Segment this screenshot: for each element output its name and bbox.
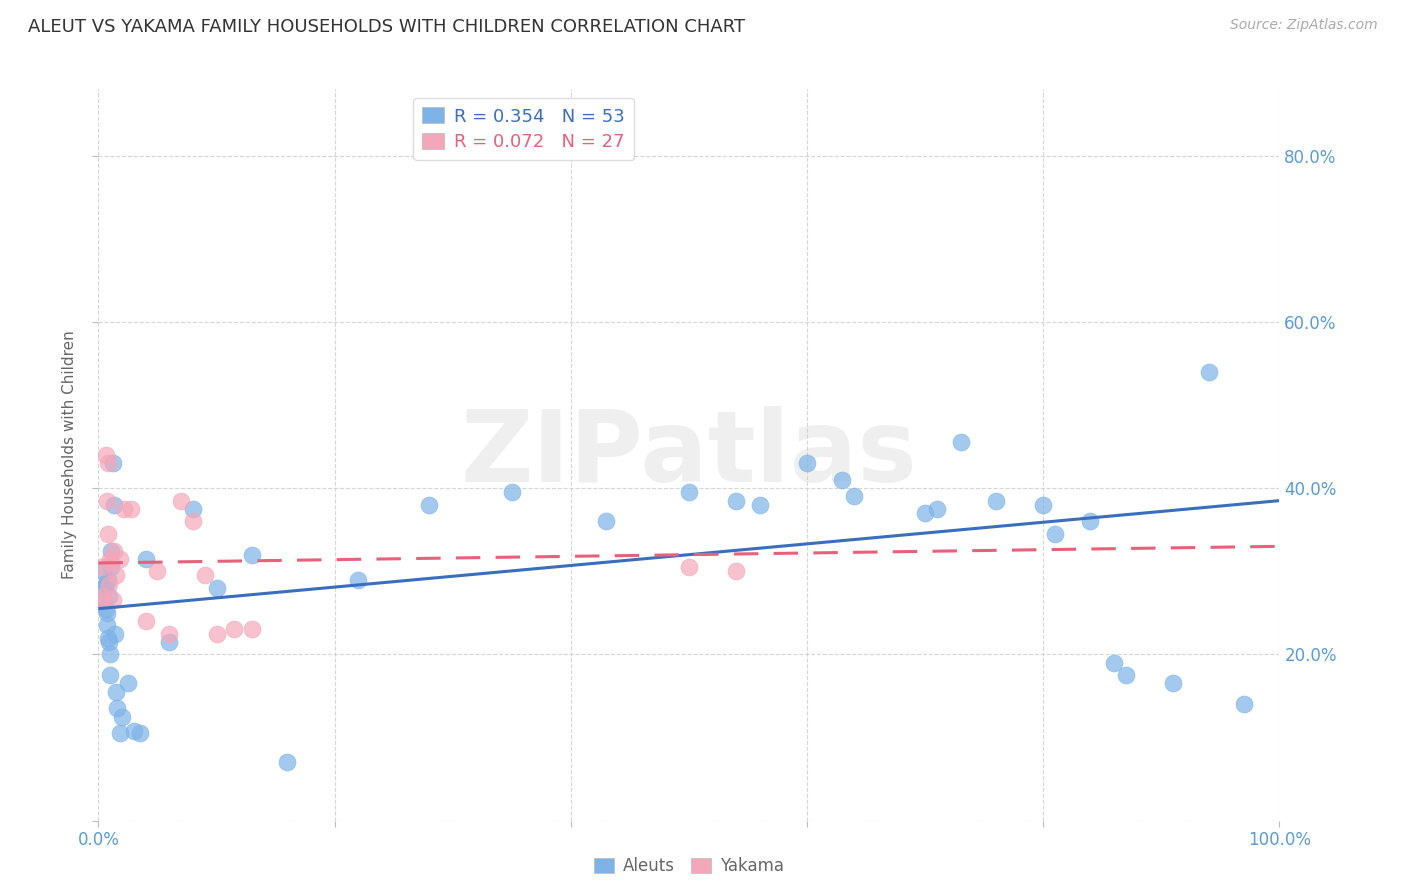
Point [111, 710, 134, 724]
Point [240, 548, 263, 562]
Point [949, 435, 972, 450]
Point [91, 581, 114, 595]
Point [725, 564, 748, 578]
Point [1032, 498, 1054, 512]
Point [1080, 515, 1102, 529]
Point [914, 506, 936, 520]
Point [146, 564, 169, 578]
Point [831, 473, 853, 487]
Point [181, 515, 204, 529]
Point [97, 456, 120, 470]
Point [121, 502, 143, 516]
Point [104, 626, 127, 640]
Point [91, 560, 114, 574]
Point [93, 593, 115, 607]
Point [91, 564, 114, 578]
Point [595, 515, 617, 529]
Text: Source: ZipAtlas.com: Source: ZipAtlas.com [1230, 18, 1378, 32]
Point [678, 485, 700, 500]
Point [117, 676, 139, 690]
Point [101, 456, 124, 470]
Point [98, 576, 121, 591]
Point [93, 593, 115, 607]
Point [240, 623, 263, 637]
Point [96, 493, 118, 508]
Point [97, 631, 120, 645]
Point [101, 593, 124, 607]
Text: ZIPatlas: ZIPatlas [461, 407, 917, 503]
Point [108, 726, 131, 740]
Point [1198, 365, 1220, 379]
Point [105, 701, 128, 715]
Point [135, 551, 157, 566]
Point [205, 626, 228, 640]
Point [1115, 668, 1137, 682]
Point [725, 493, 748, 508]
Point [122, 723, 145, 738]
Point [100, 543, 122, 558]
Point [135, 614, 157, 628]
Y-axis label: Family Households with Children: Family Households with Children [62, 331, 77, 579]
Point [194, 568, 217, 582]
Point [205, 581, 228, 595]
Legend: Aleuts, Yakama: Aleuts, Yakama [588, 850, 790, 882]
Point [103, 498, 125, 512]
Point [98, 589, 121, 603]
Point [94, 576, 117, 591]
Point [347, 573, 370, 587]
Point [91, 589, 114, 603]
Point [418, 498, 440, 512]
Point [108, 551, 131, 566]
Point [157, 635, 180, 649]
Point [105, 568, 128, 582]
Point [170, 493, 193, 508]
Point [97, 527, 120, 541]
Point [1233, 698, 1256, 712]
Point [94, 601, 117, 615]
Point [105, 685, 128, 699]
Point [925, 502, 948, 516]
Point [98, 668, 121, 682]
Point [96, 606, 118, 620]
Point [96, 618, 118, 632]
Point [796, 456, 818, 470]
Point [157, 626, 180, 640]
Point [98, 648, 121, 662]
Point [1102, 656, 1125, 670]
Point [98, 551, 121, 566]
Point [224, 623, 246, 637]
Point [276, 756, 298, 770]
Point [1043, 527, 1066, 541]
Point [103, 543, 125, 558]
Point [100, 556, 122, 570]
Point [844, 490, 866, 504]
Text: ALEUT VS YAKAMA FAMILY HOUSEHOLDS WITH CHILDREN CORRELATION CHART: ALEUT VS YAKAMA FAMILY HOUSEHOLDS WITH C… [28, 18, 745, 36]
Point [112, 502, 135, 516]
Point [181, 502, 204, 516]
Point [984, 493, 1007, 508]
Point [128, 726, 150, 740]
Point [100, 560, 122, 574]
Point [98, 635, 121, 649]
Point [501, 485, 523, 500]
Point [678, 560, 700, 574]
Point [748, 498, 770, 512]
Point [1161, 676, 1184, 690]
Point [97, 573, 120, 587]
Point [94, 448, 117, 462]
